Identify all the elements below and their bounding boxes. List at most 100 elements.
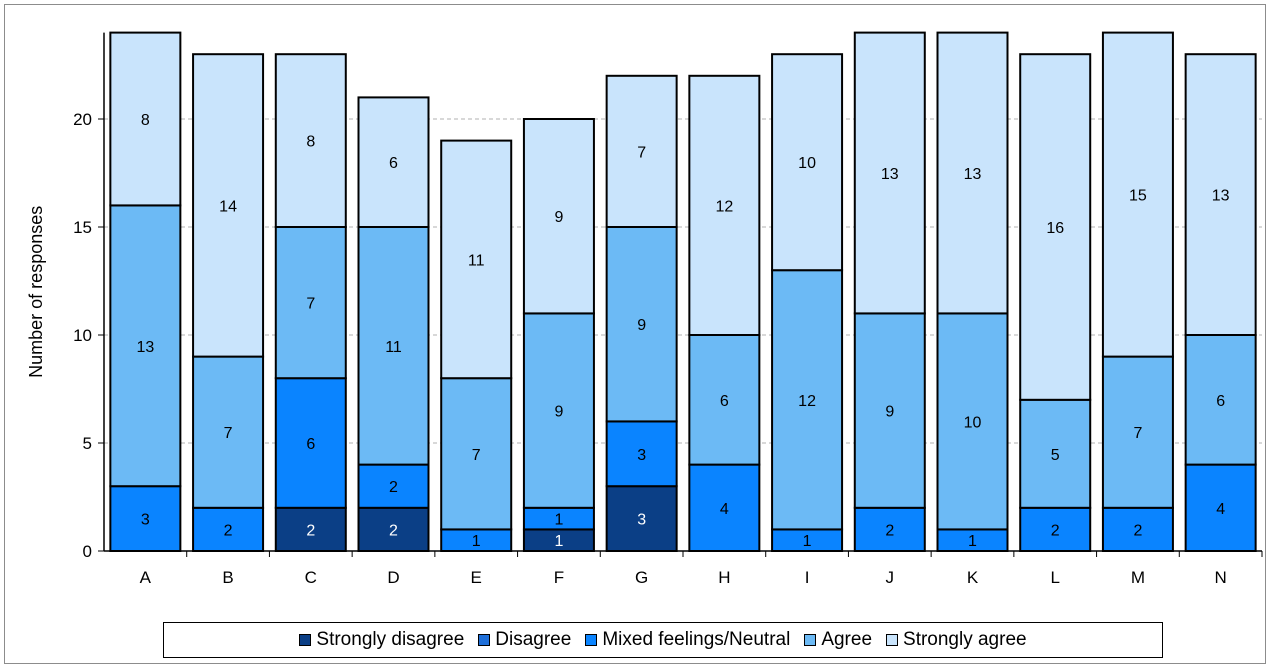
data-label: 1 [554,533,563,550]
data-label: 15 [1129,188,1147,205]
data-label: 9 [554,209,563,226]
x-tick-label: D [387,568,399,587]
data-label: 4 [720,501,729,518]
bar-segment [274,377,347,509]
bar-segment [522,118,595,315]
data-label: 6 [1216,393,1225,410]
x-tick-label: A [140,568,152,587]
legend-swatch [299,634,312,646]
data-label: 7 [1133,425,1142,442]
data-label: 9 [637,317,646,334]
data-label: 5 [1051,447,1060,464]
chart-area: 3 13 8 2 7 14 2 6 7 8 2 2 11 6 1 7 11 1 1 9 9 3 3 9 7 4 6 12 1 12 10 2 9… [4,4,1266,664]
bar-segment [771,269,844,531]
bar-segment [109,31,182,207]
legend: Strongly disagree Disagree Mixed feelings/… [163,622,1163,658]
bar-segment [1019,53,1092,401]
y-tick-label: 10 [73,326,92,345]
x-tick-label: H [718,568,730,587]
bar-segment [440,377,513,531]
data-label: 2 [306,522,315,539]
data-label: 7 [472,447,481,464]
legend-item: Strongly agree [886,629,1027,651]
data-label: 2 [1133,522,1142,539]
data-label: 6 [720,393,729,410]
legend-swatch [804,634,817,646]
bar-segment [1184,463,1257,553]
data-label: 9 [885,404,894,421]
data-label: 11 [468,252,485,269]
x-tick-label: J [886,568,895,587]
legend-label: Strongly agree [903,629,1027,650]
bar-segment [357,506,430,552]
x-tick-label: I [805,568,810,587]
data-label: 13 [136,339,154,356]
bar-segment [440,139,513,380]
bar-segment [688,74,761,337]
legend-item: Mixed feelings/Neutral [585,629,790,651]
bar-segment [1184,53,1257,336]
legend-item: Strongly disagree [299,629,464,651]
data-label: 1 [554,512,563,529]
legend-label: Mixed feelings/Neutral [602,629,791,650]
bar-segment [1101,31,1174,358]
bar-segment [192,355,265,509]
data-label: 16 [1046,220,1064,237]
data-label: 14 [219,198,237,215]
bar-segment [109,204,182,488]
bar-segment [605,420,678,488]
legend-item: Agree [804,629,872,651]
data-label: 13 [964,166,982,183]
x-tick-label: F [554,568,564,587]
bars: 3138271426782211617111199339746121121029… [109,31,1257,553]
bar-segment [357,463,430,509]
bar-segment [1184,334,1257,466]
data-label: 1 [968,533,977,550]
x-tick-label: N [1215,568,1227,587]
stacked-bar-chart: 3138271426782211617111199339746121121029… [26,31,1263,587]
data-label: 8 [306,134,315,151]
x-tick-label: K [967,568,979,587]
bar-segment [274,53,347,229]
x-tick-label: M [1131,568,1145,587]
bar-segment [274,226,347,380]
data-label: 2 [389,479,398,496]
legend-swatch [478,634,491,646]
data-label: 3 [637,512,646,529]
bar-segment [853,31,926,315]
bar-segment [771,53,844,272]
bar-segment [357,96,430,229]
x-tick-label: L [1050,568,1059,587]
bar-segment [192,53,265,358]
legend-swatch [585,634,598,646]
bar-segment [688,334,761,466]
data-label: 2 [224,522,233,539]
bar-segment [1101,506,1174,552]
x-tick-label: G [635,568,648,587]
bar-segment [274,506,347,552]
x-tick-label: B [222,568,233,587]
data-label: 11 [385,339,402,356]
data-label: 9 [554,404,563,421]
data-label: 3 [637,447,646,464]
bar-segment [605,74,678,228]
bar-segment [605,226,678,423]
legend-label: Agree [821,629,873,650]
y-tick-label: 20 [73,110,92,129]
data-label: 6 [306,436,315,453]
y-axis-label: Number of responses [26,206,46,378]
legend-label: Disagree [495,629,572,650]
data-label: 6 [389,155,398,172]
y-tick-label: 5 [83,434,92,453]
y-tick-label: 0 [83,542,92,561]
data-label: 7 [637,144,646,161]
data-label: 2 [1051,522,1060,539]
data-label: 3 [141,512,150,529]
data-label: 10 [964,414,982,431]
data-label: 13 [1212,188,1230,205]
data-label: 13 [881,166,899,183]
legend-item: Disagree [478,629,571,651]
data-label: 4 [1216,501,1225,518]
data-label: 10 [798,155,816,172]
